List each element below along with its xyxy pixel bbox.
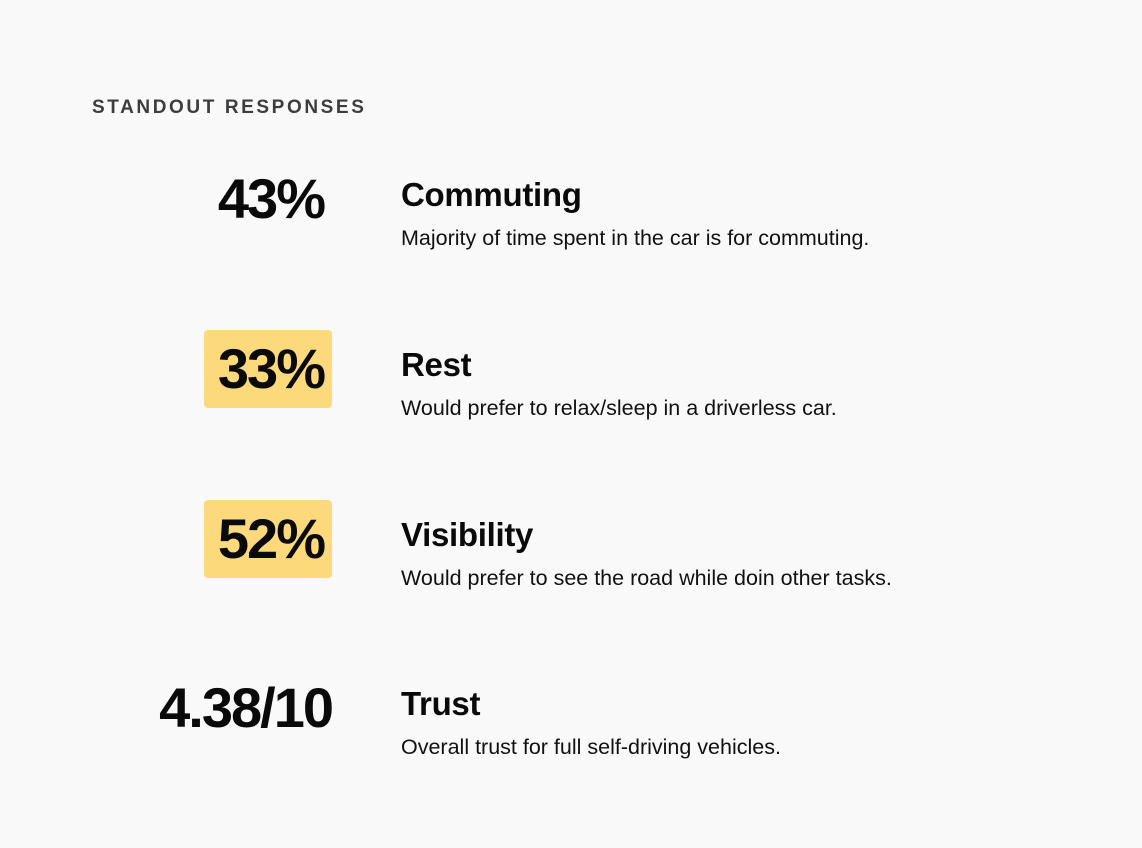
section-title: STANDOUT RESPONSES <box>92 97 367 118</box>
response-heading: Rest <box>401 346 472 383</box>
response-description: Would prefer to relax/sleep in a driverl… <box>401 396 837 420</box>
stat-value-highlighted: 33% <box>203 330 332 408</box>
stat-wrapper: 43% <box>218 160 332 238</box>
response-description: Majority of time spent in the car is for… <box>401 226 870 250</box>
response-heading: Commuting <box>401 176 582 213</box>
response-heading: Visibility <box>401 516 534 553</box>
response-visibility: 52% Visibility Would prefer to see the r… <box>0 500 1142 620</box>
response-trust: 4.38/10 Trust Overall trust for full sel… <box>0 669 1142 789</box>
response-heading: Trust <box>401 685 481 722</box>
stat-wrapper: 4.38/10 <box>159 669 334 747</box>
stat-value: 4.38/10 <box>159 676 334 739</box>
stat-wrapper: 52% <box>203 500 332 578</box>
response-commuting: 43% Commuting Majority of time spent in … <box>0 160 1142 280</box>
stat-wrapper: 33% <box>203 330 332 408</box>
response-description: Would prefer to see the road while doin … <box>401 566 892 590</box>
stat-value-highlighted: 52% <box>203 500 332 578</box>
response-description: Overall trust for full self-driving vehi… <box>401 735 781 759</box>
response-rest: 33% Rest Would prefer to relax/sleep in … <box>0 330 1142 450</box>
stat-value: 43% <box>217 167 326 230</box>
